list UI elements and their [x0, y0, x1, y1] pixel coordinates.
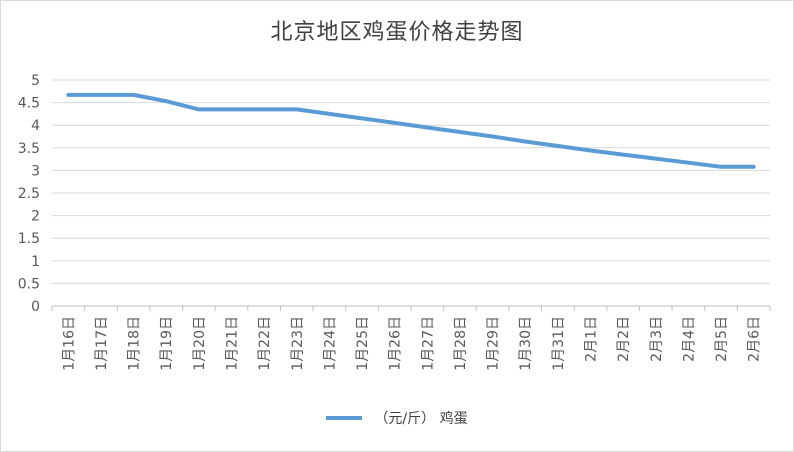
- x-tick-label: 1月24日: [322, 316, 338, 371]
- x-tick-label: 1月26日: [388, 316, 404, 371]
- x-tick-label: 1月23日: [290, 316, 306, 371]
- legend-label: （元/斤） 鸡蛋: [374, 411, 468, 427]
- chart-title: 北京地区鸡蛋价格走势图: [270, 20, 524, 45]
- y-tick-label: 4.5: [18, 96, 40, 112]
- x-tick-label: 1月20日: [192, 316, 208, 371]
- x-tick-labels: 1月16日 1月17日 1月18日 1月19日 1月20日 1月21日 1月22日 1月23日…: [51, 306, 771, 371]
- x-tick-label: 1月18日: [127, 316, 143, 371]
- series-line: [66, 92, 756, 169]
- y-tick-label: 5: [31, 73, 40, 89]
- y-tick-label: 1.5: [18, 231, 40, 247]
- y-tick-label: 3.5: [18, 141, 40, 157]
- series-layer: [66, 92, 756, 169]
- x-tick-label: 1月16日: [61, 316, 77, 371]
- x-tick-label: 2月6日: [747, 316, 763, 362]
- x-tick-label: 2月4日: [681, 316, 697, 362]
- x-tick-label: 1月21日: [225, 316, 241, 371]
- x-tick-label: 1月31日: [551, 316, 567, 371]
- y-tick-label: 3: [31, 163, 40, 179]
- y-tick-label: 0.5: [18, 276, 40, 292]
- x-tick-label: 1月25日: [355, 316, 371, 371]
- y-tick-labels: 0 0.5 1 1.5 2 2.5 3 3.5 4 4.5 5: [18, 73, 40, 315]
- y-tick-label: 0: [31, 299, 40, 315]
- x-tick-label: 1月17日: [94, 316, 110, 371]
- y-tick-label: 4: [31, 118, 40, 134]
- x-tick-label: 1月22日: [257, 316, 273, 371]
- x-tick-label: 2月2日: [616, 316, 632, 362]
- x-tick-label: 1月27日: [420, 316, 436, 371]
- gridlines: [52, 79, 770, 307]
- x-tick-label: 1月30日: [518, 316, 534, 371]
- legend: （元/斤） 鸡蛋: [0, 408, 794, 428]
- x-tick-label: 2月3日: [649, 316, 665, 362]
- x-tick-label: 1月29日: [486, 316, 502, 371]
- x-tick-label: 1月28日: [453, 316, 469, 371]
- y-tick-label: 1: [31, 254, 40, 270]
- x-tick-label: 2月1日: [584, 316, 600, 362]
- legend-swatch: [326, 416, 363, 420]
- y-tick-label: 2.5: [18, 186, 40, 202]
- x-tick-label: 1月19日: [159, 316, 175, 371]
- x-tick-label: 2月5日: [714, 316, 730, 362]
- y-tick-label: 2: [31, 209, 40, 225]
